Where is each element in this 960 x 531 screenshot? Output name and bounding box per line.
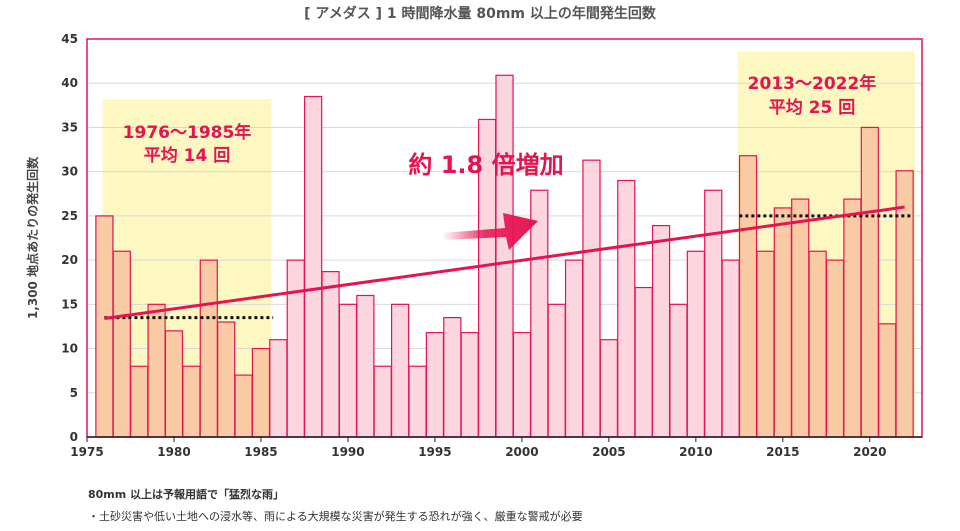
x-tick-label: 1990 xyxy=(331,445,364,459)
bar xyxy=(164,330,184,438)
bar xyxy=(408,365,427,438)
bar xyxy=(286,259,305,438)
bar xyxy=(391,303,410,438)
bar xyxy=(738,155,758,438)
bar xyxy=(617,179,636,438)
trend-line xyxy=(104,205,905,320)
period-2-label: 2013〜2022年 xyxy=(748,73,877,94)
period-1-label: 1976〜1985年 xyxy=(123,122,252,143)
bar xyxy=(95,215,114,438)
chart-title: [ アメダス ] 1 時間降水量 80mm 以上の年間発生回数 xyxy=(304,5,657,22)
y-tick-label: 0 xyxy=(70,430,78,444)
notes: 80mm 以上は予報用語で「猛烈な雨」 ・土砂災害や低い土地への浸水等、雨による… xyxy=(88,486,908,524)
bar xyxy=(878,323,897,438)
chart: [ アメダス ] 1 時間降水量 80mm 以上の年間発生回数 0 5 10 15 20… xyxy=(25,5,923,459)
bar xyxy=(843,198,862,438)
bar xyxy=(756,250,775,438)
y-tick-label: 10 xyxy=(61,342,78,356)
bar xyxy=(269,339,288,438)
bar xyxy=(147,303,166,438)
bar xyxy=(199,259,218,438)
period-2-average-label: 平均 25 回 xyxy=(769,97,856,118)
bar xyxy=(634,286,653,438)
bar xyxy=(443,317,462,438)
bar xyxy=(651,225,671,438)
bar xyxy=(791,198,810,438)
bar xyxy=(251,347,271,438)
y-tick-label: 30 xyxy=(61,165,78,179)
x-tick-label: 2020 xyxy=(853,445,886,459)
y-tick-label: 25 xyxy=(61,209,78,223)
bar xyxy=(338,303,358,438)
x-tick-label: 2000 xyxy=(505,445,538,459)
bar xyxy=(808,250,827,438)
bar xyxy=(460,332,479,438)
x-tick-label: 2015 xyxy=(766,445,799,459)
bar xyxy=(547,303,566,438)
bar xyxy=(217,321,236,438)
bar xyxy=(530,189,549,438)
y-tick-label: 40 xyxy=(61,76,78,90)
bar xyxy=(425,332,445,438)
bar xyxy=(356,294,375,438)
bar xyxy=(495,74,514,438)
y-tick-label: 20 xyxy=(61,253,78,267)
bar xyxy=(860,126,879,438)
x-tick-label: 2005 xyxy=(592,445,625,459)
bar xyxy=(112,250,131,438)
bar xyxy=(721,259,740,438)
bar xyxy=(825,259,845,438)
bar xyxy=(373,365,392,438)
x-tick-label: 1985 xyxy=(244,445,277,459)
y-axis-label: 1,300 地点あたりの発生回数 xyxy=(25,156,40,319)
y-tick-label: 5 xyxy=(70,386,78,400)
increase-annotation: 約 1.8 倍増加 xyxy=(408,151,563,179)
bar xyxy=(564,259,584,438)
x-tick-label: 1980 xyxy=(157,445,190,459)
bar xyxy=(182,365,201,438)
arrow-icon xyxy=(442,213,538,250)
bar xyxy=(321,271,340,438)
bar xyxy=(895,170,914,438)
x-tick-label: 1995 xyxy=(418,445,451,459)
x-tick-label: 2010 xyxy=(679,445,712,459)
bar xyxy=(512,332,532,438)
bar xyxy=(686,250,705,438)
bar xyxy=(773,207,792,438)
y-tick-label: 35 xyxy=(61,120,78,134)
bar xyxy=(304,95,323,438)
bar xyxy=(582,159,601,438)
period-1-average-label: 平均 14 回 xyxy=(144,145,231,166)
bar xyxy=(130,365,149,438)
bar xyxy=(234,374,253,438)
notes-title: 80mm 以上は予報用語で「猛烈な雨」 xyxy=(88,488,285,501)
bar xyxy=(669,303,688,438)
notes-line: ・土砂災害や低い土地への浸水等、雨による大規模な災害が発生する恐れが強く、厳重な… xyxy=(88,510,583,523)
bar xyxy=(599,339,618,438)
y-tick-label: 15 xyxy=(61,297,78,311)
bar xyxy=(704,189,723,438)
x-tick-label: 1975 xyxy=(70,445,103,459)
y-tick-label: 45 xyxy=(61,32,78,46)
